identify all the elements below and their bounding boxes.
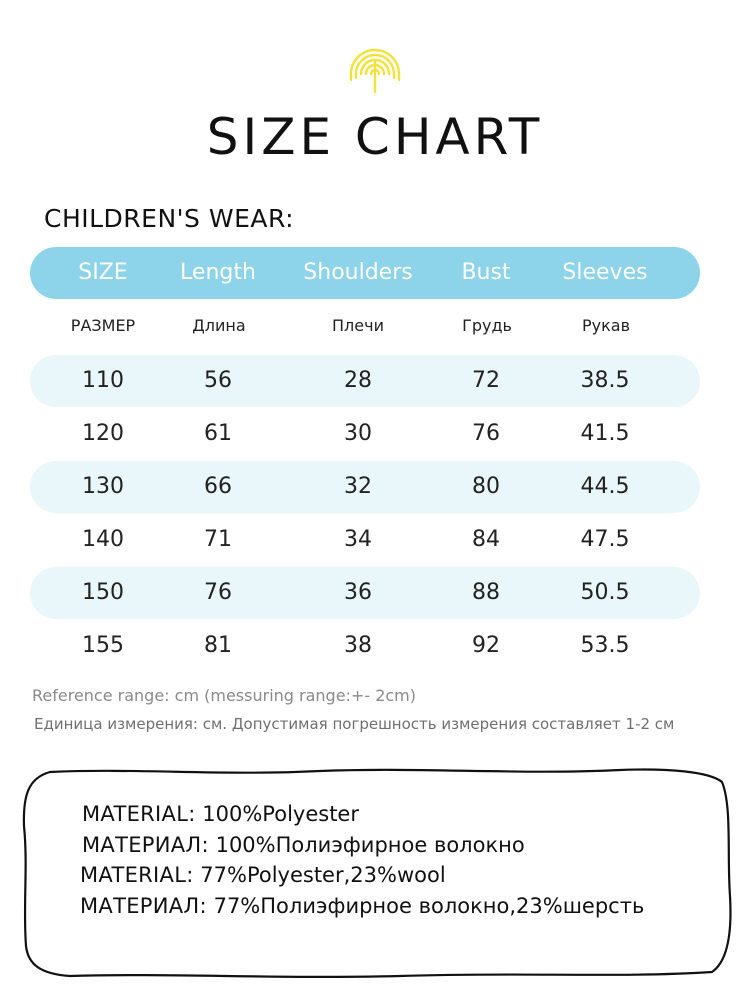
- cell-shoulders: 32: [344, 474, 372, 499]
- cell-size: 130: [82, 474, 124, 499]
- cell-length: 61: [204, 421, 232, 446]
- table-row: 150 76 36 88 50.5: [30, 567, 700, 619]
- hand-drawn-frame: [22, 768, 732, 978]
- cell-length: 76: [204, 580, 232, 605]
- cell-sleeves: 38.5: [580, 368, 630, 393]
- cell-sleeves: 41.5: [580, 421, 630, 446]
- material-value: 100%Polyester: [202, 802, 359, 826]
- cell-bust: 76: [472, 421, 500, 446]
- table-row: 140 71 34 84 47.5: [30, 514, 700, 566]
- table-header-bar: SIZE Length Shoulders Bust Sleeves: [30, 247, 700, 299]
- cell-bust: 88: [472, 580, 500, 605]
- column-header-size-ru: РАЗМЕР: [70, 316, 136, 335]
- material-line: МАТЕРИАЛ: 100%Полиэфирное волокно: [82, 833, 525, 857]
- column-header-length: Length: [180, 260, 256, 285]
- material-line: MATERIAL: 77%Polyester,23%wool: [80, 863, 446, 887]
- cell-bust: 80: [472, 474, 500, 499]
- column-header-size: SIZE: [78, 260, 128, 285]
- column-header-sleeves-ru: Рукав: [581, 316, 631, 335]
- column-header-bust-ru: Грудь: [462, 316, 512, 335]
- cell-bust: 92: [472, 633, 500, 658]
- column-header-length-ru: Длина: [192, 316, 246, 335]
- cell-length: 81: [204, 633, 232, 658]
- cell-shoulders: 38: [344, 633, 372, 658]
- cell-sleeves: 44.5: [580, 474, 630, 499]
- column-header-bust: Bust: [461, 260, 511, 285]
- table-row: 120 61 30 76 41.5: [30, 408, 700, 460]
- material-line: MATERIAL: 100%Polyester: [82, 802, 359, 826]
- reference-note-en: Reference range: cm (messuring range:+- …: [32, 686, 416, 705]
- cell-size: 155: [82, 633, 124, 658]
- cell-size: 140: [82, 527, 124, 552]
- table-row: 155 81 38 92 53.5: [30, 620, 700, 672]
- reference-note-ru: Единица измерения: см. Допустимая погреш…: [34, 715, 675, 733]
- rainbow-tree-icon: [349, 48, 401, 94]
- material-label: MATERIAL:: [80, 863, 194, 887]
- column-header-shoulders-ru: Плечи: [332, 316, 384, 335]
- cell-size: 110: [82, 368, 124, 393]
- cell-shoulders: 30: [344, 421, 372, 446]
- cell-sleeves: 47.5: [580, 527, 630, 552]
- cell-sleeves: 50.5: [580, 580, 630, 605]
- cell-size: 120: [82, 421, 124, 446]
- cell-length: 66: [204, 474, 232, 499]
- table-row: 130 66 32 80 44.5: [30, 461, 700, 513]
- cell-shoulders: 36: [344, 580, 372, 605]
- cell-size: 150: [82, 580, 124, 605]
- material-line: МАТЕРИАЛ: 77%Полиэфирное волокно,23%шерс…: [80, 894, 644, 918]
- cell-shoulders: 28: [344, 368, 372, 393]
- material-value: 77%Polyester,23%wool: [200, 863, 446, 887]
- table-row: 110 56 28 72 38.5: [30, 355, 700, 407]
- material-box: MATERIAL: 100%Polyester МАТЕРИАЛ: 100%По…: [20, 766, 734, 981]
- cell-bust: 84: [472, 527, 500, 552]
- cell-length: 56: [204, 368, 232, 393]
- cell-shoulders: 34: [344, 527, 372, 552]
- cell-sleeves: 53.5: [580, 633, 630, 658]
- column-header-shoulders: Shoulders: [303, 260, 413, 285]
- material-value: 77%Полиэфирное волокно,23%шерсть: [213, 894, 645, 918]
- cell-length: 71: [204, 527, 232, 552]
- page-title: SIZE CHART: [206, 108, 544, 166]
- cell-bust: 72: [472, 368, 500, 393]
- material-value: 100%Полиэфирное волокно: [215, 833, 525, 857]
- column-header-sleeves: Sleeves: [562, 260, 648, 285]
- material-label: МАТЕРИАЛ:: [80, 894, 207, 918]
- material-label: МАТЕРИАЛ:: [82, 833, 209, 857]
- section-title: CHILDREN'S WEAR:: [44, 204, 295, 233]
- material-label: MATERIAL:: [82, 802, 196, 826]
